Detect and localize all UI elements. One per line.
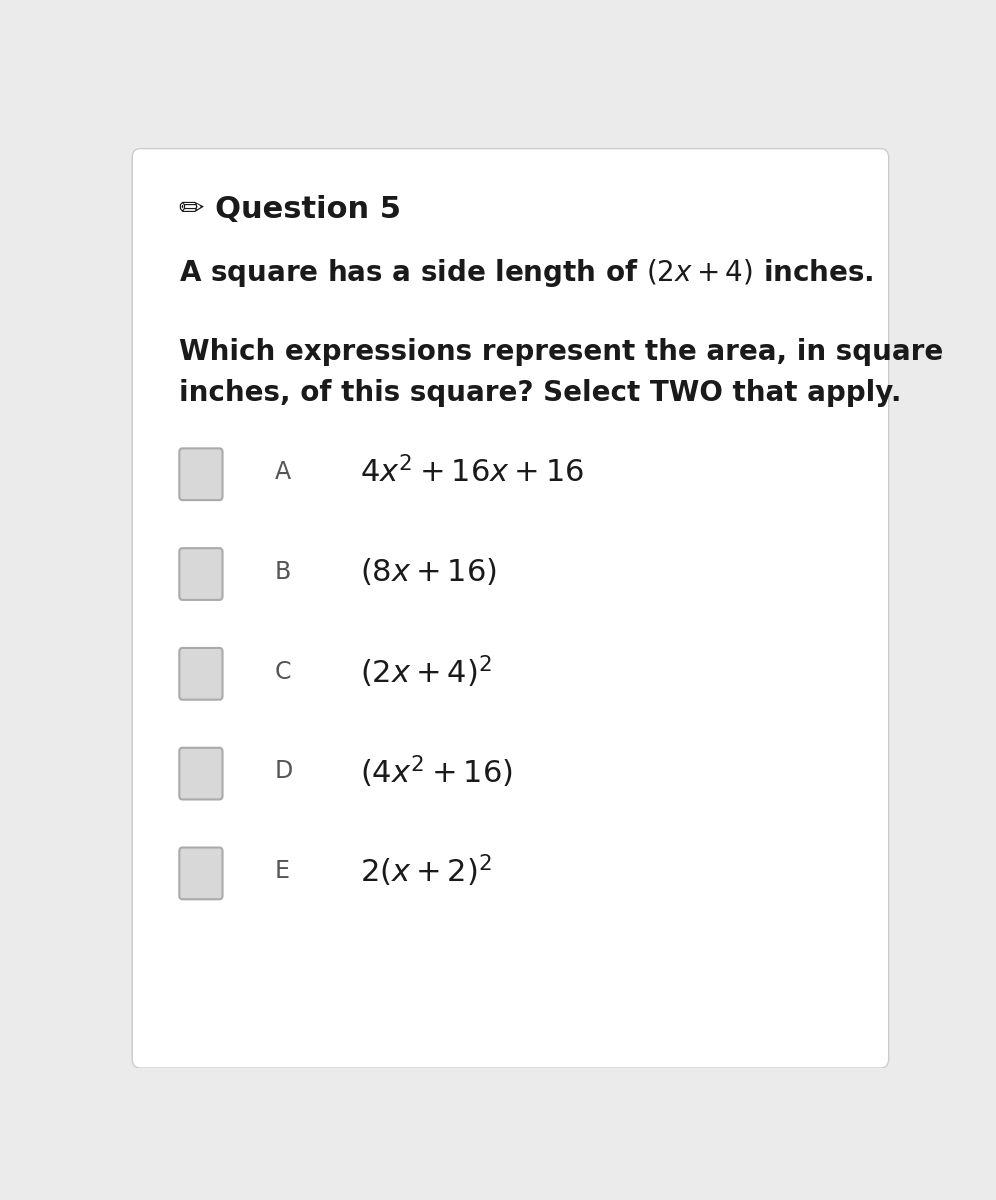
Text: C: C: [275, 660, 292, 684]
Text: $(4x^2 + 16)$: $(4x^2 + 16)$: [360, 754, 513, 790]
FancyBboxPatch shape: [132, 149, 888, 1068]
FancyBboxPatch shape: [179, 748, 222, 799]
Text: A square has a side length of $\left(2x + 4\right)$ inches.: A square has a side length of $\left(2x …: [178, 257, 873, 289]
Text: Which expressions represent the area, in square
inches, of this square? Select T: Which expressions represent the area, in…: [178, 338, 943, 407]
Text: A: A: [275, 460, 291, 484]
Text: $(2x + 4)^2$: $(2x + 4)^2$: [360, 653, 492, 690]
Text: ✏ Question 5: ✏ Question 5: [178, 194, 400, 224]
FancyBboxPatch shape: [179, 548, 222, 600]
Text: D: D: [275, 760, 293, 784]
Text: $2(x + 2)^2$: $2(x + 2)^2$: [360, 853, 492, 889]
Text: E: E: [275, 859, 290, 883]
FancyBboxPatch shape: [179, 648, 222, 700]
Text: $4x^2 + 16x + 16$: $4x^2 + 16x + 16$: [360, 456, 584, 488]
Text: B: B: [275, 560, 291, 584]
Text: $(8x + 16)$: $(8x + 16)$: [360, 557, 497, 587]
FancyBboxPatch shape: [179, 449, 222, 500]
FancyBboxPatch shape: [179, 847, 222, 899]
